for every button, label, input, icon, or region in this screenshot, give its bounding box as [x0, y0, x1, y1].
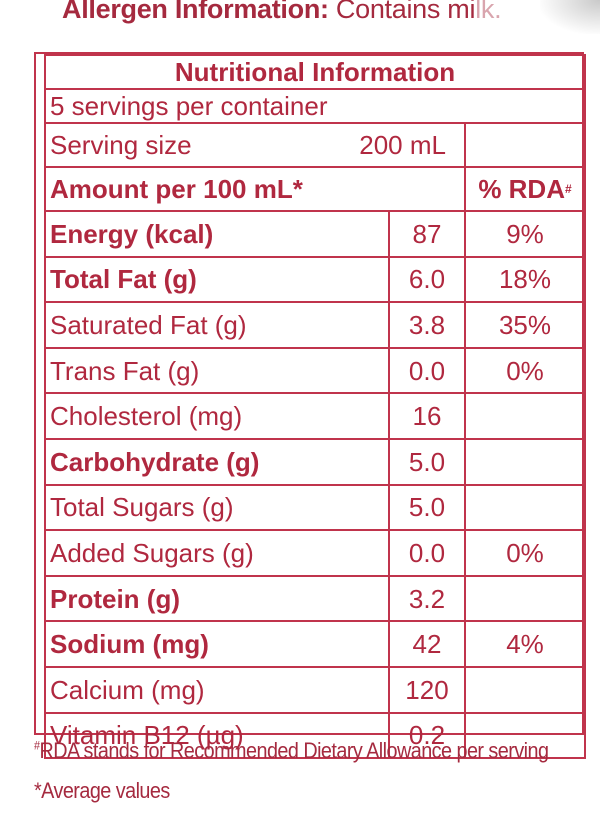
nutrient-name: Trans Fat (g) — [50, 355, 200, 386]
nutrient-row: Protein (g) 3.2 — [44, 576, 586, 623]
serving-size-row: Serving size 200 mL — [44, 124, 586, 168]
nutrient-rda — [464, 713, 584, 758]
nutrient-rda: 9% — [464, 212, 584, 256]
nutrient-rda — [464, 576, 584, 621]
serving-size-value: 200 mL — [359, 130, 446, 160]
nutrient-row: Sodium (mg) 42 4% — [44, 622, 586, 668]
nutrient-row: Total Fat (g) 6.0 18% — [44, 257, 586, 304]
nutrient-rda — [464, 485, 584, 530]
average-footnote: *Average values — [34, 778, 170, 803]
nutrient-value: 0.0 — [388, 348, 464, 393]
nutrient-name: Calcium (mg) — [50, 674, 205, 705]
rda-footnote-text: RDA stands for Recommended Dietary Allow… — [39, 738, 549, 763]
header-row: Amount per 100 mL* % RDA # — [44, 168, 586, 212]
allergen-text-faded: lk. — [475, 0, 502, 24]
nutrient-rda: 18% — [464, 257, 584, 302]
nutrient-value: 87 — [388, 212, 464, 256]
nutrient-value: 42 — [388, 622, 464, 666]
nutrient-value: 16 — [388, 394, 464, 438]
servings-row: 5 servings per container — [44, 88, 586, 124]
nutrient-row: Energy (kcal) 87 9% — [44, 212, 586, 258]
nutrient-row: Vitamin B12 (µg) 0.2 — [44, 713, 586, 760]
nutrient-row: Cholesterol (mg) 16 — [44, 394, 586, 440]
nutrient-value: 0.0 — [388, 531, 464, 575]
corner-shadow — [540, 0, 600, 34]
serving-size-cell: Serving size 200 mL — [46, 124, 464, 166]
nutrient-row: Calcium (mg) 120 — [44, 668, 586, 714]
nutrient-value: 5.0 — [388, 440, 464, 484]
serving-size-blank — [464, 124, 584, 166]
nutrient-name: Total Sugars (g) — [50, 492, 234, 523]
allergen-text: Contains mi — [335, 0, 476, 24]
nutrient-rda: 0% — [464, 531, 584, 575]
nutrient-rda — [464, 440, 584, 484]
nutrient-name: Carbohydrate (g) — [50, 446, 260, 477]
nutrient-value: 3.8 — [388, 303, 464, 347]
allergen-information: Allergen Information: Contains milk. — [62, 0, 502, 25]
nutrient-row: Total Sugars (g) 5.0 — [44, 485, 586, 532]
nutrient-value: 120 — [388, 668, 464, 712]
nutrient-value: 0.2 — [388, 713, 464, 758]
rda-footnote: #RDA stands for Recommended Dietary Allo… — [34, 738, 549, 764]
nutrient-name: Energy (kcal) — [50, 218, 214, 249]
nutrient-row: Added Sugars (g) 0.0 0% — [44, 531, 586, 577]
servings-text: 5 servings per container — [50, 91, 328, 121]
serving-size-label: Serving size — [50, 130, 192, 160]
nutrient-row: Trans Fat (g) 0.0 0% — [44, 348, 586, 395]
nutrient-value: 6.0 — [388, 257, 464, 302]
nutrient-value: 3.2 — [388, 576, 464, 621]
nutrient-name: Sodium (mg) — [50, 629, 209, 660]
nutrient-rda: 4% — [464, 622, 584, 666]
nutrient-name: Protein (g) — [50, 583, 180, 614]
nutrient-rda: 35% — [464, 303, 584, 347]
nutrient-name: Vitamin B12 (µg) — [50, 720, 244, 751]
nutrient-name: Cholesterol (mg) — [50, 401, 243, 432]
allergen-label: Allergen Information: — [62, 0, 329, 24]
rda-header-mark: # — [564, 182, 572, 196]
amount-header: Amount per 100 mL* — [50, 174, 303, 204]
nutrient-row: Saturated Fat (g) 3.8 35% — [44, 303, 586, 349]
nutrient-name: Total Fat (g) — [50, 264, 197, 295]
nutrient-rda: 0% — [464, 348, 584, 393]
nutrient-name: Saturated Fat (g) — [50, 309, 247, 340]
nutrient-row: Carbohydrate (g) 5.0 — [44, 440, 586, 486]
panel-title: Nutritional Information — [44, 54, 586, 88]
nutrient-rda — [464, 394, 584, 438]
nutrient-value: 5.0 — [388, 485, 464, 530]
rda-header: % RDA # — [464, 168, 584, 210]
nutrient-rda — [464, 668, 584, 712]
rda-header-text: % RDA — [478, 174, 565, 204]
nutrient-name: Added Sugars (g) — [50, 537, 254, 568]
rda-footnote-mark: # — [34, 738, 40, 753]
